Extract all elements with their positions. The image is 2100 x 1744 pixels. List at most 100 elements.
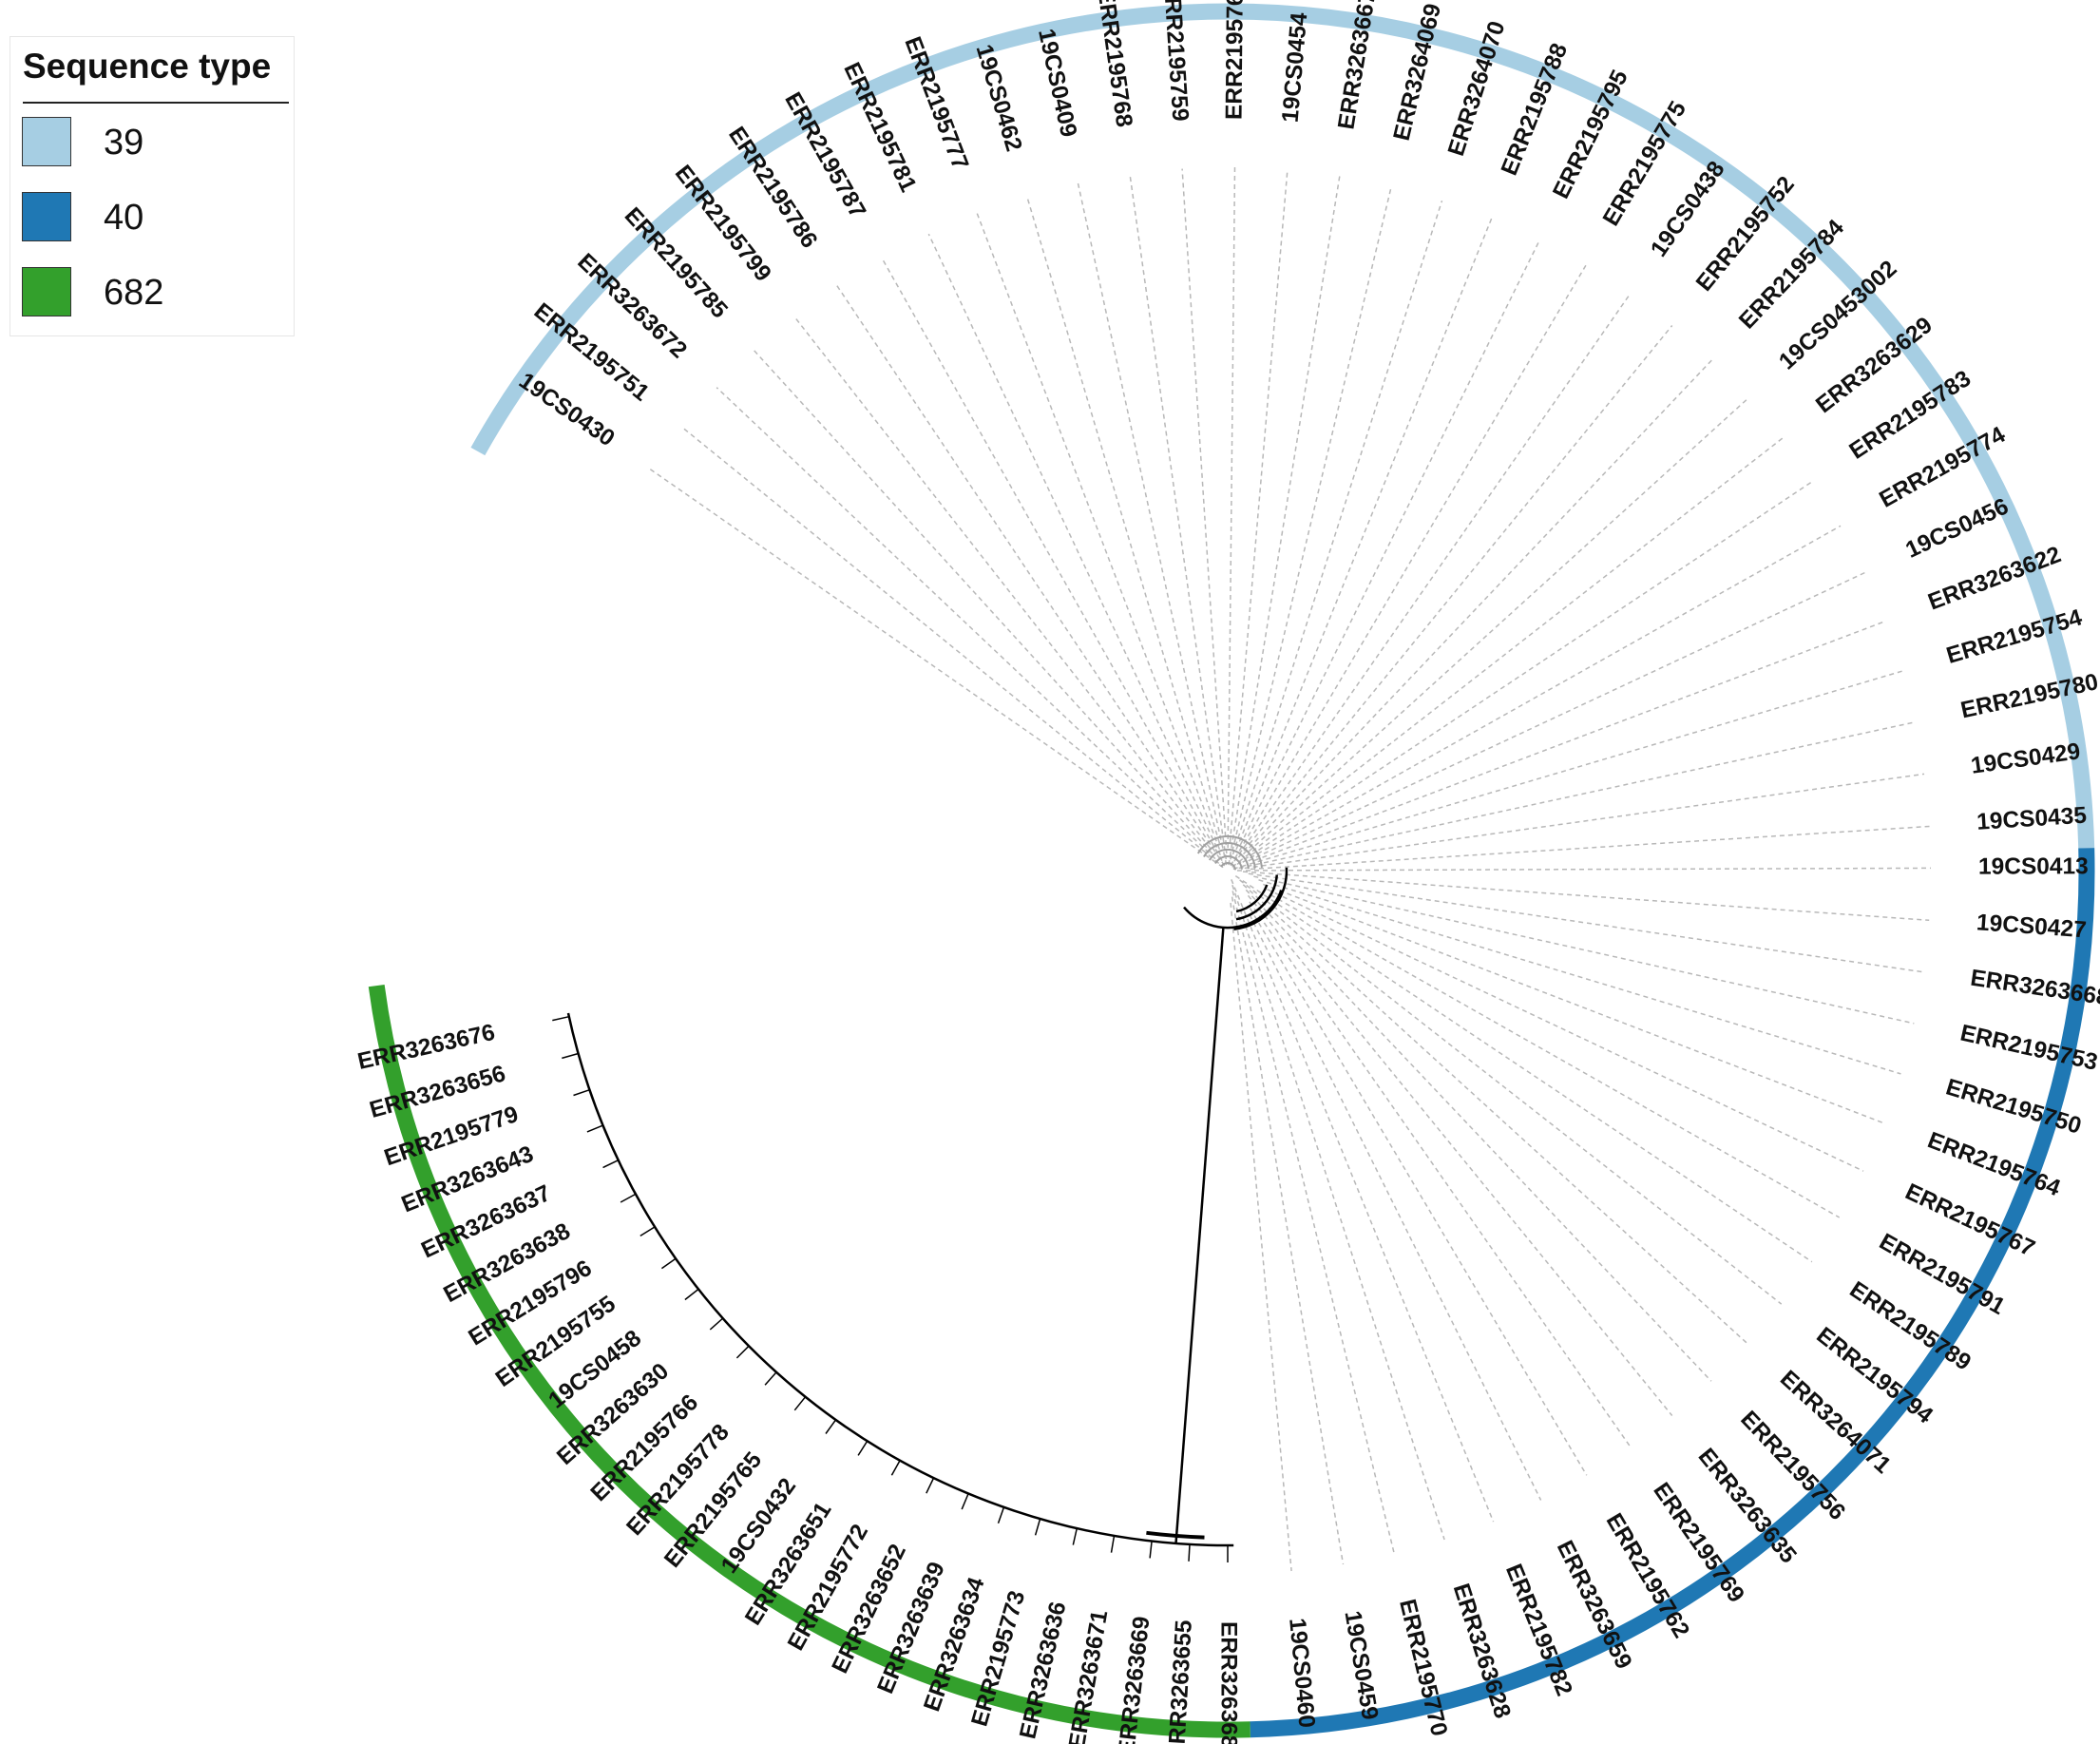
leaf-branch xyxy=(1034,1518,1041,1536)
leaf-connector xyxy=(1248,571,1865,862)
leaf-branch xyxy=(1149,1541,1153,1559)
leaf-connector xyxy=(754,350,1213,854)
leaf-connector xyxy=(681,426,1220,864)
legend-swatch xyxy=(22,117,71,166)
leaf-connector xyxy=(1230,902,1292,1572)
leaf-branch xyxy=(620,1193,637,1203)
leaf-connector xyxy=(793,316,1212,849)
leaf-label: 19CS0462 xyxy=(971,42,1027,155)
sequence-type-ring-arc xyxy=(368,984,1250,1738)
leaf-connector xyxy=(1244,773,1925,870)
leaf-branch xyxy=(1188,1543,1191,1562)
leaf-label: ERR2195761 xyxy=(1221,0,1248,120)
leaf-connector xyxy=(1227,166,1236,849)
leaf-connector xyxy=(1231,200,1443,855)
sequence-type-ring-arc xyxy=(470,3,2095,849)
leaf-connector xyxy=(1253,620,1886,862)
leaf-connector xyxy=(1253,875,1915,1025)
leaf-connector xyxy=(1228,176,1341,866)
leaf-branch xyxy=(735,1345,750,1359)
legend-divider xyxy=(23,102,289,104)
leaf-connector xyxy=(836,285,1226,867)
leaf-connector xyxy=(1231,896,1345,1565)
legend-swatch xyxy=(22,192,71,241)
internal-node-arc xyxy=(1196,834,1263,868)
leaf-branch xyxy=(926,1477,935,1494)
sequence-type-ring-arc xyxy=(1250,848,2095,1738)
leaf-branch xyxy=(684,1288,699,1301)
leaf-branch xyxy=(709,1317,724,1331)
leaf-connector xyxy=(1181,168,1228,854)
leaf-label: 19CS0438 xyxy=(1646,157,1729,261)
leaf-label: 19CS0456 xyxy=(1902,493,2013,563)
leaf-connector xyxy=(1239,240,1540,846)
leaf-branch xyxy=(1072,1527,1079,1545)
leaf-branch xyxy=(857,1440,869,1456)
internal-node-arc xyxy=(1203,842,1256,869)
leaf-branch xyxy=(825,1419,837,1434)
leaf-label: 19CS0454 xyxy=(1278,11,1313,124)
leaf-connector xyxy=(1250,825,1930,871)
leaf-connector xyxy=(1026,196,1221,844)
internal-node-arc xyxy=(1220,862,1236,871)
leaf-label: 19CS0459 xyxy=(1339,1609,1383,1722)
leaf-label: 19CS0409 xyxy=(1033,27,1081,140)
internal-node-arc xyxy=(1214,855,1243,870)
leaf-connector xyxy=(1233,293,1632,862)
leaf-connector xyxy=(1249,914,1542,1501)
leaf-connector xyxy=(1242,525,1842,863)
leaf-connector xyxy=(1238,721,1916,870)
leaf-connector xyxy=(649,469,1224,869)
leaf-connector xyxy=(716,387,1216,860)
tree-branches xyxy=(552,867,1289,1562)
legend-label: 682 xyxy=(104,273,164,313)
legend-item-st40: 40 xyxy=(22,192,288,245)
leaf-connector xyxy=(1231,891,1396,1555)
leaf-connector xyxy=(1236,480,1814,866)
leaf-connector xyxy=(1231,879,1495,1523)
leaf-branch xyxy=(552,1015,569,1022)
long-branch xyxy=(1174,927,1225,1543)
leaf-connector xyxy=(1231,437,1784,868)
leaf-label: 19CS0430 xyxy=(514,368,619,451)
internal-node-arc xyxy=(1209,848,1250,870)
leaf-branch xyxy=(1110,1535,1116,1553)
leaf-branch xyxy=(562,1052,579,1060)
leaf-connectors xyxy=(649,166,1932,1572)
legend-swatch xyxy=(22,267,71,316)
leaf-connector xyxy=(1237,325,1673,858)
leaf-connector xyxy=(1229,169,1289,843)
leaf-label: 19CS0429 xyxy=(1970,738,2082,779)
leaf-branch xyxy=(586,1124,603,1133)
leaf-branch xyxy=(764,1371,777,1386)
legend-label: 39 xyxy=(104,123,144,163)
leaf-connector xyxy=(1242,359,1712,855)
leaf-branch xyxy=(890,1460,901,1476)
leaf-label: 19CS0435 xyxy=(1976,803,2087,835)
root-arc xyxy=(1183,890,1283,929)
clade-arc xyxy=(566,1012,1234,1547)
leaf-branch xyxy=(793,1396,807,1411)
leaf-connector xyxy=(1231,884,1445,1541)
leaf-label: 19CS0460 xyxy=(1284,1617,1319,1729)
leaf-connector xyxy=(1242,871,1930,922)
internal-node-arc xyxy=(1233,867,1289,930)
leaf-connector xyxy=(1242,884,1748,1345)
subclade-arc xyxy=(1146,1530,1205,1540)
leaf-label: 19CS0413 xyxy=(1978,853,2089,879)
legend-title: Sequence type xyxy=(23,47,272,86)
internal-node-arc xyxy=(1235,884,1269,913)
leaf-connector xyxy=(1245,889,1712,1382)
leaf-connector xyxy=(1235,218,1493,851)
leaf-connector xyxy=(1249,908,1588,1476)
leaf-connector xyxy=(1248,872,1924,973)
leaf-branch xyxy=(573,1088,590,1097)
leaf-connector xyxy=(1247,894,1673,1416)
legend: Sequence type 39 40 682 xyxy=(10,36,295,336)
leaf-label: ERR3263682 xyxy=(1216,1621,1242,1744)
legend-item-st39: 39 xyxy=(22,117,288,170)
leaf-connector xyxy=(1230,264,1587,867)
sequence-type-ring xyxy=(368,3,2095,1738)
internal-node-arc xyxy=(1235,874,1279,921)
leaf-connector xyxy=(976,213,1221,850)
